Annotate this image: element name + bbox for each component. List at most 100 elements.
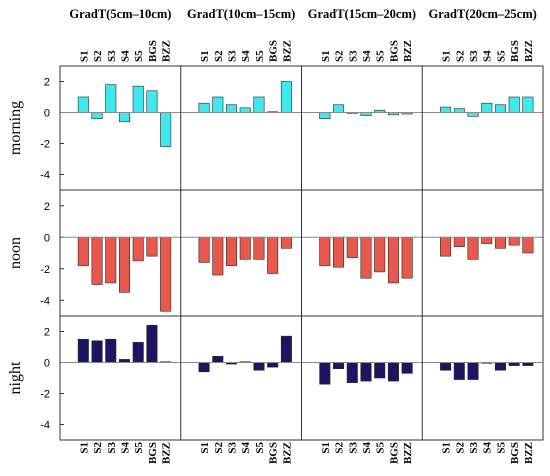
y-tick-label: -4: [40, 295, 50, 307]
bar-noon-BZZ: [280, 236, 292, 249]
x-tick-label-bottom: S3: [106, 442, 118, 454]
bar-morning-BZZ: [522, 96, 534, 113]
bar-noon-BZZ: [160, 236, 172, 312]
x-tick-label-bottom: S2: [334, 442, 346, 454]
bar-night-S2: [453, 362, 465, 380]
bar-noon-S2: [91, 236, 103, 285]
bar-night-S5: [253, 362, 265, 371]
bar-noon-S5: [494, 236, 506, 249]
bar-night-S5: [374, 362, 386, 379]
x-tick-label-bottom: S3: [227, 442, 239, 454]
x-tick-label-top: S3: [347, 50, 359, 62]
x-tick-label-top: BZZ: [402, 40, 414, 62]
bar-noon-S2: [333, 236, 345, 268]
y-tick-label: -2: [40, 389, 50, 401]
bar-night-S3: [467, 362, 479, 380]
bar-night-S2: [212, 355, 224, 363]
bar-night-S3: [346, 362, 358, 383]
bar-noon-S1: [198, 236, 210, 263]
y-tick-label: -4: [40, 420, 50, 432]
y-tick-label: 0: [44, 358, 50, 370]
x-tick-label-bottom: BGS: [268, 442, 280, 464]
bar-noon-S3: [346, 236, 358, 259]
bar-morning-BZZ: [160, 112, 172, 147]
x-tick-label-bottom: S3: [468, 442, 480, 454]
bar-noon-S4: [360, 236, 372, 279]
x-tick-label-bottom: BGS: [388, 442, 400, 464]
bar-noon-S1: [440, 236, 452, 257]
y-tick-label: 2: [44, 327, 50, 339]
y-tick-label: 2: [44, 77, 50, 89]
bar-noon-S4: [481, 236, 493, 244]
bar-night-BGS: [267, 362, 279, 368]
bar-noon-S4: [239, 236, 251, 260]
x-tick-label-top: S4: [361, 50, 373, 62]
bar-night-S1: [440, 362, 452, 371]
x-tick-label-bottom: S5: [133, 442, 145, 454]
bar-noon-BGS: [267, 236, 279, 274]
bar-morning-S3: [226, 104, 238, 113]
x-tick-label-bottom: BZZ: [281, 442, 293, 464]
bar-noon-BZZ: [401, 236, 413, 279]
x-tick-label-bottom: S4: [240, 442, 252, 454]
x-tick-label-top: S2: [454, 50, 466, 62]
column-title: GradT(10cm–15cm): [187, 7, 295, 21]
x-tick-label-bottom: S1: [441, 442, 453, 454]
bar-night-BGS: [387, 362, 399, 382]
x-tick-label-top: S5: [375, 50, 387, 62]
x-tick-label-bottom: S4: [119, 442, 131, 454]
bar-night-S5: [494, 362, 506, 371]
bar-noon-S3: [226, 236, 238, 266]
x-tick-label-top: BGS: [388, 40, 400, 62]
bar-noon-S2: [212, 236, 224, 276]
bar-morning-S4: [239, 107, 251, 113]
bar-night-S4: [360, 362, 372, 382]
bar-morning-S4: [481, 102, 493, 113]
bar-noon-S4: [118, 236, 131, 293]
x-tick-label-top: S1: [199, 50, 211, 62]
bar-morning-S2: [453, 108, 465, 113]
x-tick-label-bottom: BZZ: [402, 442, 414, 464]
bar-morning-S1: [440, 106, 452, 113]
x-tick-label-top: S5: [495, 50, 507, 62]
x-tick-label-bottom: S1: [199, 442, 211, 454]
bar-noon-BZZ: [522, 236, 534, 254]
x-tick-label-top: S3: [227, 50, 239, 62]
bar-night-S2: [333, 362, 345, 369]
x-tick-label-top: BZZ: [161, 40, 173, 62]
bar-night-S1: [77, 338, 89, 363]
x-tick-label-top: S1: [320, 50, 332, 62]
bar-night-BZZ: [280, 335, 292, 363]
x-tick-label-top: S4: [119, 50, 131, 62]
bar-morning-S1: [319, 112, 331, 119]
bar-night-S3: [105, 338, 117, 363]
bar-noon-S3: [467, 236, 479, 260]
bar-noon-BGS: [508, 236, 520, 246]
bar-morning-S5: [494, 104, 506, 113]
x-tick-label-bottom: S1: [320, 442, 332, 454]
x-tick-label-bottom: BGS: [147, 442, 159, 464]
bar-noon-S1: [319, 236, 331, 266]
x-tick-label-top: BGS: [268, 40, 280, 62]
bar-morning-S2: [91, 112, 103, 119]
bar-morning-S2: [333, 104, 345, 113]
y-tick-label: 2: [44, 201, 50, 213]
bar-night-S5: [132, 342, 144, 363]
column-title: GradT(15cm–20cm): [308, 7, 416, 21]
bar-night-S1: [319, 362, 331, 385]
x-tick-label-bottom: BZZ: [161, 442, 173, 464]
x-tick-label-top: S2: [213, 50, 225, 62]
y-tick-label: -2: [40, 264, 50, 276]
bar-morning-S1: [198, 102, 210, 113]
y-tick-label: -2: [40, 139, 50, 151]
bar-night-S2: [91, 340, 103, 363]
bar-noon-S5: [374, 236, 386, 273]
x-tick-label-bottom: S5: [254, 442, 266, 454]
bar-morning-S3: [467, 112, 479, 117]
bar-noon-BGS: [146, 236, 158, 257]
x-tick-label-top: S5: [133, 50, 145, 62]
bar-noon-S2: [453, 236, 465, 247]
bar-noon-BGS: [387, 236, 399, 284]
bar-noon-S5: [253, 236, 265, 260]
